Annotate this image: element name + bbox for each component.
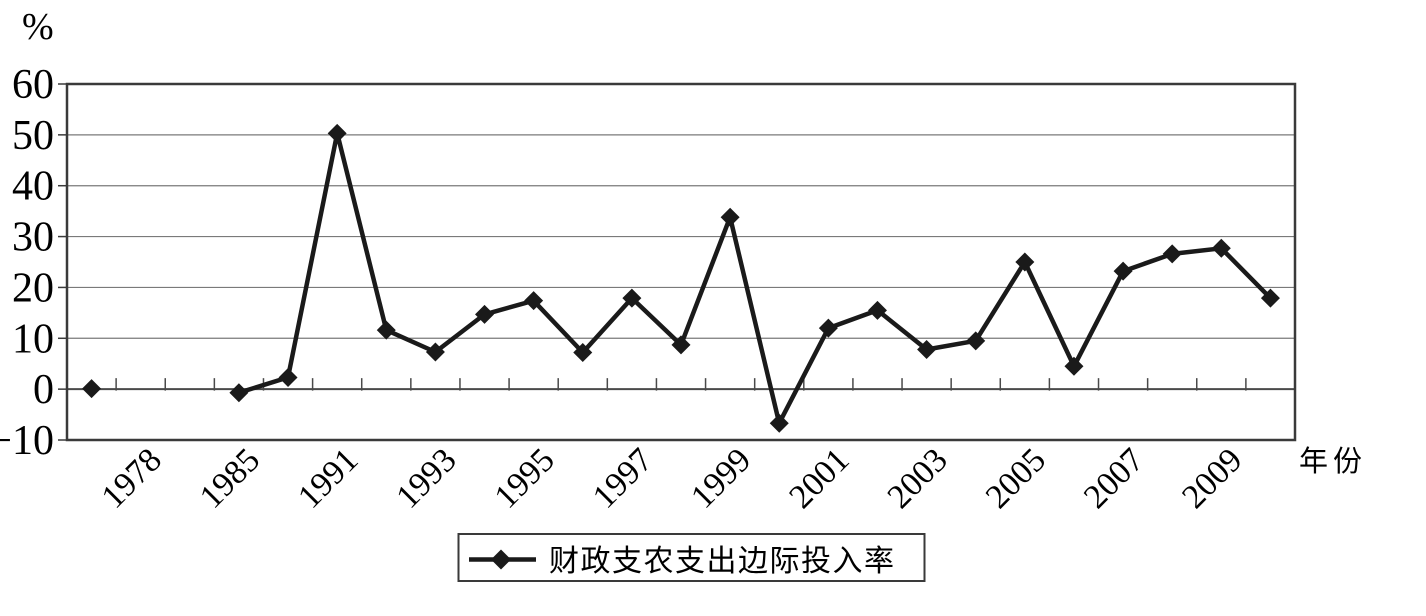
data-point-marker bbox=[917, 339, 937, 359]
plot-border bbox=[65, 82, 1297, 442]
data-series bbox=[82, 123, 1280, 433]
legend-border bbox=[457, 533, 926, 582]
gridlines bbox=[67, 134, 1295, 391]
data-point-marker bbox=[769, 413, 789, 433]
x-tick-label: 2007 bbox=[1077, 441, 1151, 515]
data-point-marker bbox=[425, 342, 445, 362]
data-point-marker bbox=[475, 304, 495, 324]
data-point-marker bbox=[1064, 356, 1084, 376]
x-tick-label: 1997 bbox=[586, 441, 660, 515]
data-point-marker bbox=[818, 318, 838, 338]
y-tick-label: −10 bbox=[0, 418, 54, 464]
x-tick-label: 2003 bbox=[881, 441, 955, 515]
x-tick-label: 1991 bbox=[291, 441, 365, 515]
legend: 财政支农支出边际投入率 bbox=[457, 533, 926, 582]
data-point-marker bbox=[376, 320, 396, 340]
data-point-marker bbox=[1162, 244, 1182, 264]
x-tick-label: 1995 bbox=[488, 441, 562, 515]
x-axis-tick-labels: 1978 1985 1991 1993 1995 1997 1999 2001 2003 2005… bbox=[95, 441, 1250, 515]
y-tick-label: 0 bbox=[33, 367, 54, 413]
data-point-marker bbox=[720, 207, 740, 227]
data-point-marker bbox=[82, 379, 102, 399]
y-tick-label: 30 bbox=[12, 215, 54, 261]
data-point-marker bbox=[229, 383, 249, 403]
x-tick-label: 1978 bbox=[95, 441, 169, 515]
y-axis-unit-label: % bbox=[22, 6, 54, 48]
x-tick-label: 1985 bbox=[193, 441, 267, 515]
y-axis-ticks bbox=[58, 83, 67, 441]
x-tick-label: 1999 bbox=[684, 441, 758, 515]
y-tick-label: 10 bbox=[12, 316, 54, 362]
x-axis-ticks bbox=[115, 378, 1247, 391]
legend-label: 财政支农支出边际投入率 bbox=[549, 545, 896, 578]
data-point-marker bbox=[1211, 238, 1231, 258]
x-tick-label: 2001 bbox=[782, 441, 856, 515]
x-tick-label: 2009 bbox=[1175, 441, 1249, 515]
data-point-marker bbox=[524, 291, 544, 311]
y-tick-label: 50 bbox=[12, 113, 54, 159]
legend-marker-diamond bbox=[491, 549, 511, 570]
y-tick-label: 40 bbox=[12, 164, 54, 210]
data-point-marker bbox=[1015, 252, 1035, 272]
y-tick-label: 20 bbox=[12, 265, 54, 311]
y-tick-label: 60 bbox=[12, 62, 54, 108]
x-axis-title: 年份 bbox=[1299, 445, 1367, 478]
series-line bbox=[236, 131, 1273, 426]
x-tick-label: 2005 bbox=[979, 441, 1053, 515]
data-point-marker bbox=[278, 367, 298, 387]
data-point-marker bbox=[622, 288, 642, 308]
data-point-marker bbox=[867, 300, 887, 320]
data-point-marker bbox=[573, 343, 593, 363]
data-point-marker bbox=[671, 335, 691, 355]
data-point-marker bbox=[966, 331, 986, 351]
data-point-marker bbox=[1260, 288, 1280, 308]
data-point-marker bbox=[327, 123, 347, 143]
x-tick-label: 1993 bbox=[389, 441, 463, 515]
data-point-marker bbox=[1113, 261, 1133, 281]
